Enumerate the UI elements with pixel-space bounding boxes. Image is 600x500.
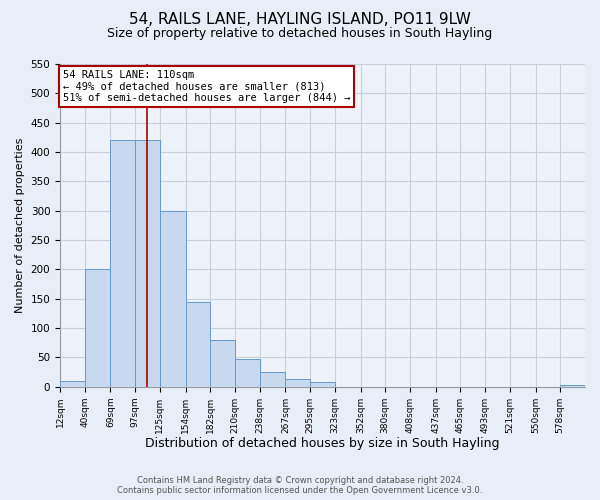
Bar bbox=[235, 358, 260, 386]
Bar bbox=[85, 270, 110, 386]
Bar bbox=[560, 385, 585, 386]
Bar bbox=[160, 210, 185, 386]
Text: Contains HM Land Registry data © Crown copyright and database right 2024.
Contai: Contains HM Land Registry data © Crown c… bbox=[118, 476, 482, 495]
Text: Size of property relative to detached houses in South Hayling: Size of property relative to detached ho… bbox=[107, 28, 493, 40]
Bar bbox=[310, 382, 335, 386]
Text: 54, RAILS LANE, HAYLING ISLAND, PO11 9LW: 54, RAILS LANE, HAYLING ISLAND, PO11 9LW bbox=[129, 12, 471, 28]
Y-axis label: Number of detached properties: Number of detached properties bbox=[15, 138, 25, 313]
Bar bbox=[135, 140, 160, 386]
Bar bbox=[260, 372, 286, 386]
Bar bbox=[286, 379, 310, 386]
Text: 54 RAILS LANE: 110sqm
← 49% of detached houses are smaller (813)
51% of semi-det: 54 RAILS LANE: 110sqm ← 49% of detached … bbox=[62, 70, 350, 103]
Bar bbox=[60, 381, 85, 386]
Bar bbox=[185, 302, 210, 386]
Bar bbox=[210, 340, 235, 386]
Bar bbox=[110, 140, 135, 386]
X-axis label: Distribution of detached houses by size in South Hayling: Distribution of detached houses by size … bbox=[145, 437, 500, 450]
